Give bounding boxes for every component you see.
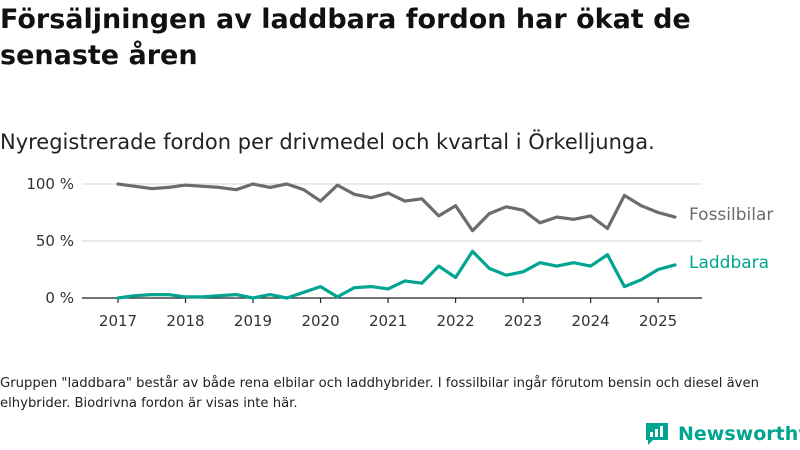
newsworthy-logo-icon (646, 423, 668, 445)
x-tick-label: 2025 (639, 312, 677, 330)
x-tick-label: 2022 (436, 312, 474, 330)
footnote: Gruppen "laddbara" består av både rena e… (0, 376, 759, 411)
series-label-fossilbilar: Fossilbilar (689, 205, 773, 225)
chart-title: Försäljningen av laddbara fordon har öka… (0, 4, 691, 71)
brand-name: Newsworthy (678, 423, 800, 445)
y-tick-label: 0 % (45, 289, 74, 307)
x-tick-label: 2018 (166, 312, 204, 330)
x-tick-label: 2017 (99, 312, 137, 330)
brand: Newsworthy (644, 420, 800, 448)
x-tick-label: 2021 (369, 312, 407, 330)
x-tick-label: 2023 (504, 312, 542, 330)
series-line-fossilbilar (116, 182, 677, 233)
y-tick-label: 50 % (36, 232, 74, 250)
y-tick-label: 100 % (26, 175, 74, 193)
line-chart: 0 % 50 % 100 % 2017 2018 2019 2020 2021 2022 2023… (26, 175, 773, 330)
x-tick-label: 2020 (301, 312, 339, 330)
series-line-laddbara (116, 249, 677, 300)
chart-subtitle: Nyregistrerade fordon per drivmedel och … (0, 130, 655, 154)
series-label-laddbara: Laddbara (689, 253, 769, 273)
x-tick-label: 2019 (234, 312, 272, 330)
x-tick-label: 2024 (572, 312, 610, 330)
